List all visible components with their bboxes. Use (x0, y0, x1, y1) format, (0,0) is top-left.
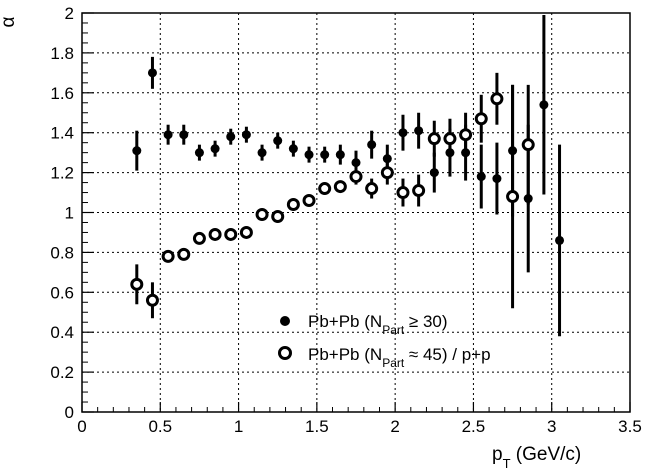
data-point-filled (398, 128, 408, 138)
data-point-open (286, 198, 300, 212)
data-point-filled (367, 140, 377, 150)
x-tick-label: 1.5 (305, 417, 329, 436)
data-point-open (255, 207, 269, 221)
data-point-filled (429, 168, 439, 178)
data-point-open (145, 293, 159, 307)
y-axis-title: α (0, 16, 19, 27)
data-point-open (349, 170, 363, 184)
y-tick-label: 1.6 (50, 84, 74, 103)
data-point-filled (335, 150, 345, 160)
data-point-open (427, 132, 441, 146)
legend-marker-filled (280, 316, 290, 326)
data-point-filled (163, 130, 173, 140)
data-point-filled (273, 136, 283, 146)
data-point-filled (492, 174, 502, 184)
legend-label-open-sub: Part (382, 356, 405, 370)
data-point-filled (320, 150, 330, 160)
series-open-circles (130, 72, 535, 319)
x-axis-title: pT (GeV/c) (492, 444, 581, 468)
plot-frame (81, 12, 631, 413)
x-tick-label: 3 (547, 417, 556, 436)
data-point-open (474, 112, 488, 126)
data-point-filled (304, 150, 314, 160)
grid-lines (82, 13, 630, 412)
legend-label-filled-post: ≥ 30) (404, 312, 447, 331)
data-point-open (521, 138, 535, 152)
axis-ticks (81, 12, 631, 413)
data-point-open (459, 128, 473, 142)
data-point-open (506, 190, 520, 204)
data-point-filled (194, 148, 204, 158)
y-tick-label: 0.4 (50, 323, 74, 342)
x-axis-title-main: p (492, 444, 503, 465)
legend-label-open-post: ≈ 45) / p+p (404, 345, 490, 364)
legend-entry-open: Pb+Pb (NPart ≈ 45) / p+p (278, 345, 491, 370)
data-point-open (443, 132, 457, 146)
data-point-open (490, 92, 504, 106)
legend-label-filled-sub: Part (382, 323, 405, 337)
data-point-filled (288, 144, 298, 154)
legend-label-open-pre: Pb+Pb (N (308, 345, 382, 364)
data-point-open (177, 247, 191, 261)
data-point-filled (382, 154, 392, 164)
legend-label-open: Pb+Pb (NPart ≈ 45) / p+p (308, 345, 491, 370)
data-point-filled (241, 130, 251, 140)
tick-labels: 0 0.5 1 1.5 2 2.5 3 3.5 0 0.2 0.4 0.6 0.8 1 1.2 1.4 1.6 1… (50, 4, 641, 436)
series-filled-circles (132, 14, 565, 337)
x-axis-title-rest: (GeV/c) (511, 444, 582, 465)
data-point-filled (414, 126, 424, 136)
data-point-filled (555, 235, 565, 245)
data-point-open (365, 182, 379, 196)
data-point-open (318, 182, 332, 196)
data-point-open (130, 277, 144, 291)
data-point-open (192, 231, 206, 245)
y-tick-label: 1 (65, 204, 74, 223)
y-tick-label: 0 (65, 403, 74, 422)
data-point-filled (132, 146, 142, 156)
legend-label-filled: Pb+Pb (NPart ≥ 30) (308, 312, 448, 337)
data-point-filled (257, 148, 267, 158)
legend: Pb+Pb (NPart ≥ 30) Pb+Pb (NPart ≈ 45) / … (278, 312, 491, 370)
data-point-open (271, 209, 285, 223)
y-tick-label: 1.4 (50, 124, 74, 143)
data-point-filled (210, 144, 220, 154)
data-point-filled (351, 158, 361, 168)
y-tick-label: 0.2 (50, 363, 74, 382)
data-point-open (412, 184, 426, 198)
legend-entry-filled: Pb+Pb (NPart ≥ 30) (280, 312, 448, 337)
legend-label-filled-pre: Pb+Pb (N (308, 312, 382, 331)
x-tick-label: 0 (77, 417, 86, 436)
x-tick-label: 0.5 (148, 417, 172, 436)
data-point-filled (476, 172, 486, 182)
data-point-filled (539, 100, 549, 110)
data-point-open (396, 186, 410, 200)
x-axis-title-sub: T (503, 456, 511, 468)
data-point-open (161, 249, 175, 263)
x-tick-label: 1 (234, 417, 243, 436)
y-tick-label: 1.8 (50, 44, 74, 63)
x-tick-label: 3.5 (618, 417, 642, 436)
data-point-open (208, 227, 222, 241)
y-tick-label: 1.2 (50, 164, 74, 183)
x-tick-label: 2.5 (462, 417, 486, 436)
data-point-open (333, 180, 347, 194)
data-point-filled (179, 130, 189, 140)
legend-marker-open (278, 346, 292, 360)
y-tick-label: 2 (65, 4, 74, 23)
data-point-filled (147, 68, 157, 78)
y-tick-label: 0.8 (50, 243, 74, 262)
data-point-open (239, 225, 253, 239)
data-point-open (302, 194, 316, 208)
data-point-filled (226, 132, 236, 142)
data-point-open (224, 227, 238, 241)
data-point-open (380, 166, 394, 180)
data-series (130, 14, 565, 337)
y-tick-label: 0.6 (50, 283, 74, 302)
x-tick-label: 2 (390, 417, 399, 436)
